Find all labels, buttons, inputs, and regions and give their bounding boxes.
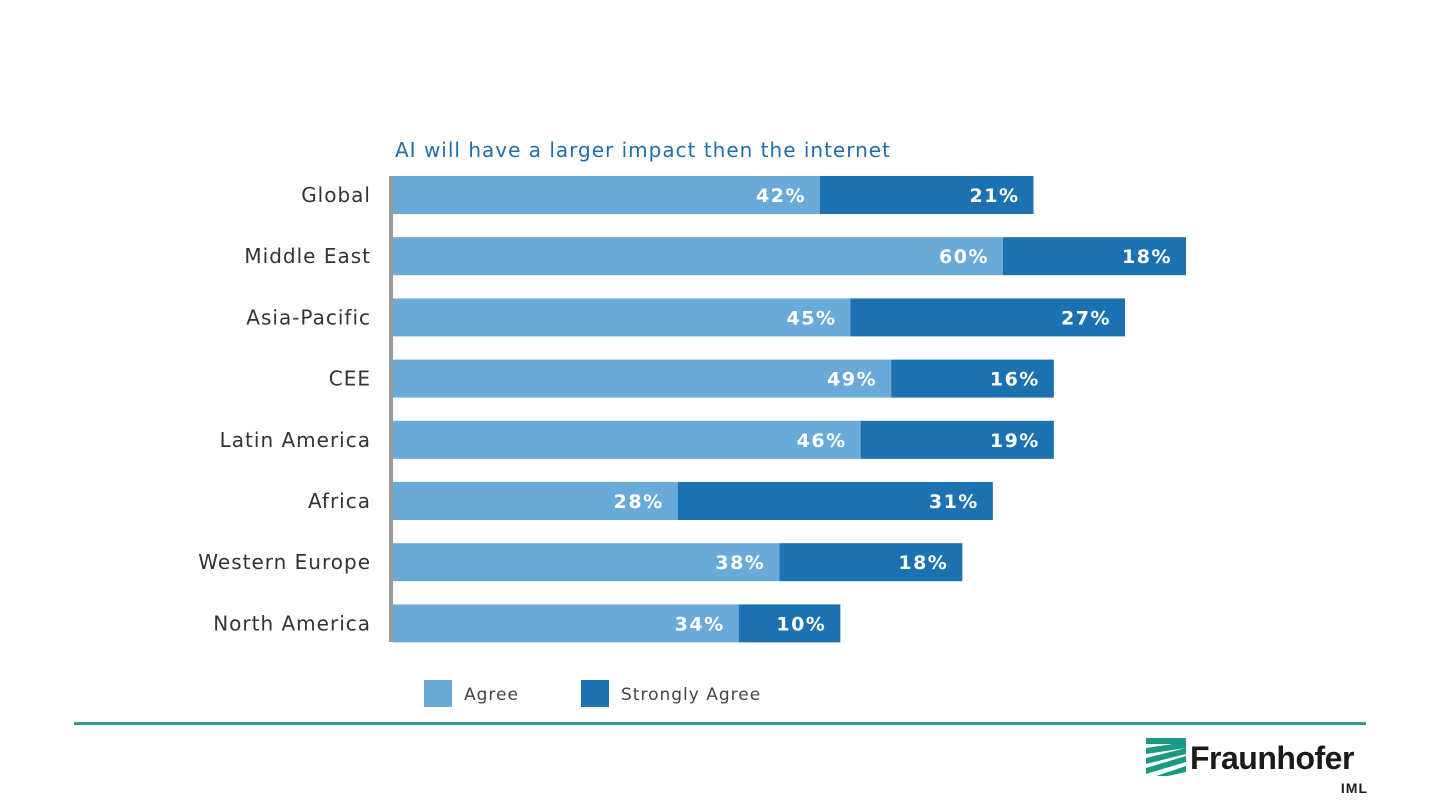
bar-value-label: 38% — [715, 552, 765, 574]
bar-value-label: 46% — [797, 430, 847, 452]
y-axis-line — [389, 176, 393, 642]
bar-value-label: 45% — [787, 307, 837, 329]
bar-value-label: 34% — [675, 613, 725, 635]
bar-agree — [393, 298, 851, 337]
bar-value-label: 31% — [929, 491, 979, 513]
bar-value-label: 16% — [990, 369, 1040, 391]
bar-strongly-agree — [677, 482, 993, 520]
category-label: CEE — [329, 367, 371, 391]
bar-value-label: 42% — [756, 185, 806, 207]
category-label: Asia-Pacific — [246, 305, 371, 329]
bar-value-label: 21% — [970, 185, 1020, 207]
fraunhofer-logo-icon — [1146, 738, 1186, 776]
fraunhofer-logo: Fraunhofer IML — [1146, 738, 1368, 802]
bar-group: Global 42% 21% Middle East 60% 18% Asia-Pacifi… — [198, 176, 1186, 643]
legend: Agree Strongly Agree — [424, 680, 761, 707]
bar-agree — [393, 237, 1003, 276]
legend-swatch — [424, 680, 452, 707]
bar-strongly-agree — [891, 359, 1054, 398]
legend-label: Strongly Agree — [621, 685, 761, 705]
bar-agree — [393, 482, 678, 520]
legend-swatch — [581, 680, 609, 707]
bar-value-label: 27% — [1061, 307, 1111, 329]
bar-strongly-agree — [820, 176, 1034, 214]
bar-value-label: 18% — [1122, 246, 1172, 268]
bar-agree — [393, 604, 739, 643]
bar-value-label: 19% — [990, 430, 1040, 452]
slide-divider — [74, 722, 1366, 725]
bar-value-label: 10% — [776, 613, 826, 635]
category-label: Africa — [308, 489, 371, 513]
category-label: Global — [301, 183, 371, 207]
bar-agree — [393, 543, 780, 582]
category-label: Latin America — [220, 428, 371, 452]
bar-strongly-agree — [779, 543, 963, 582]
bar-agree — [393, 176, 820, 214]
category-label: Middle East — [244, 244, 371, 268]
category-label: North America — [213, 611, 371, 635]
logo-subtitle: IML — [1340, 780, 1368, 796]
bar-value-label: 28% — [614, 491, 664, 513]
bar-agree — [393, 420, 861, 459]
chart-title: AI will have a larger impact then the in… — [395, 138, 891, 162]
legend-label: Agree — [464, 685, 519, 705]
bar-agree — [393, 359, 892, 398]
bar-value-label: 49% — [827, 369, 877, 391]
logo-wordmark: Fraunhofer — [1190, 740, 1354, 776]
category-label: Western Europe — [198, 550, 371, 574]
bar-value-label: 18% — [898, 552, 948, 574]
bar-value-label: 60% — [939, 246, 989, 268]
bar-strongly-agree — [850, 298, 1125, 337]
bar-strongly-agree — [860, 420, 1054, 459]
bar-strongly-agree — [738, 604, 841, 643]
bar-strongly-agree — [1003, 237, 1186, 276]
